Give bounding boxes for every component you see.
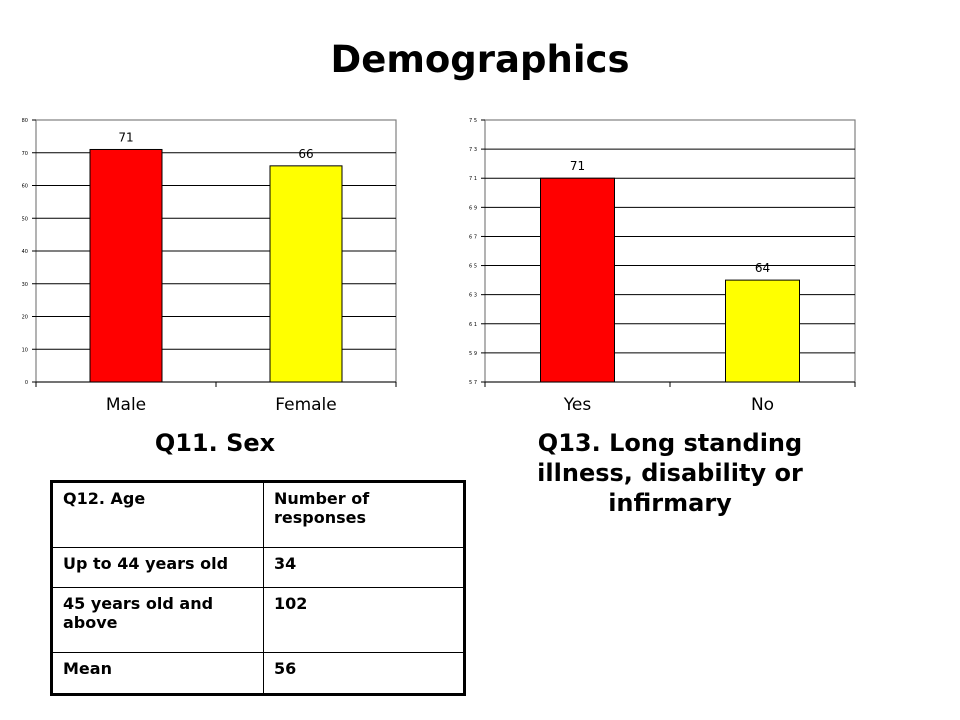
bar [540,177,615,383]
row-value: 102 [263,587,465,654]
y-tick-label: 70 [22,151,28,157]
y-tick-label: 80 [22,118,28,124]
y-tick-label: 6 5 [469,264,477,270]
header-responses: Number of responses [263,481,465,548]
y-tick-label: 50 [22,216,28,222]
row-label: Up to 44 years old [51,546,264,589]
y-tick-label: 6 9 [469,205,477,211]
row-value: 56 [263,652,465,695]
y-tick-label: 5 7 [469,380,477,386]
page-title: Demographics [330,38,630,81]
y-tick-label: 6 7 [469,234,477,240]
y-tick-label: 30 [22,282,28,288]
y-tick-label: 60 [22,184,28,190]
illness-bar-chart: 5 7 5 9 6 1 6 3 6 5 6 7 6 9 7 1 7 3 7 5 71 Yes 64 No [469,118,856,415]
data-label: 66 [298,147,313,161]
y-tick-label: 7 5 [469,118,477,124]
y-tick-label: 6 3 [469,293,477,299]
y-tick-label: 10 [22,347,28,353]
row-label: Mean [51,652,264,695]
y-tick-label: 7 3 [469,147,477,153]
header-age: Q12. Age [51,481,264,548]
data-label: 64 [755,261,770,275]
data-label: 71 [570,159,585,173]
bar [725,279,800,383]
x-tick-label: Male [106,395,146,415]
row-value: 34 [263,546,465,589]
x-tick-label: Female [275,395,336,415]
table-row: Up to 44 years old 34 [51,546,465,589]
illness-chart-caption: Q13. Long standing illness, disability o… [537,429,803,517]
x-tick-label: No [751,395,774,415]
y-tick-label: 6 1 [469,322,477,328]
bar [89,148,163,383]
y-tick-label: 7 1 [469,176,477,182]
row-label: 45 years old and above [51,587,264,654]
y-tick-label: 40 [22,249,28,255]
age-table: Q12. Age Number of responses Up to 44 ye… [50,480,466,696]
x-tick-label: Yes [563,395,592,415]
sex-chart-caption: Q11. Sex [154,429,276,457]
y-tick-label: 0 [25,380,28,386]
table-header-row: Q12. Age Number of responses [51,481,465,548]
table-row: Mean 56 [51,652,465,695]
table-row: 45 years old and above 102 [51,587,465,654]
y-tick-label: 5 9 [469,351,477,357]
bar [269,165,343,383]
sex-bar-chart: 0 10 20 30 40 50 60 70 80 71 Male 66 Female [22,118,397,415]
data-label: 71 [118,130,133,144]
y-tick-label: 20 [22,315,28,321]
